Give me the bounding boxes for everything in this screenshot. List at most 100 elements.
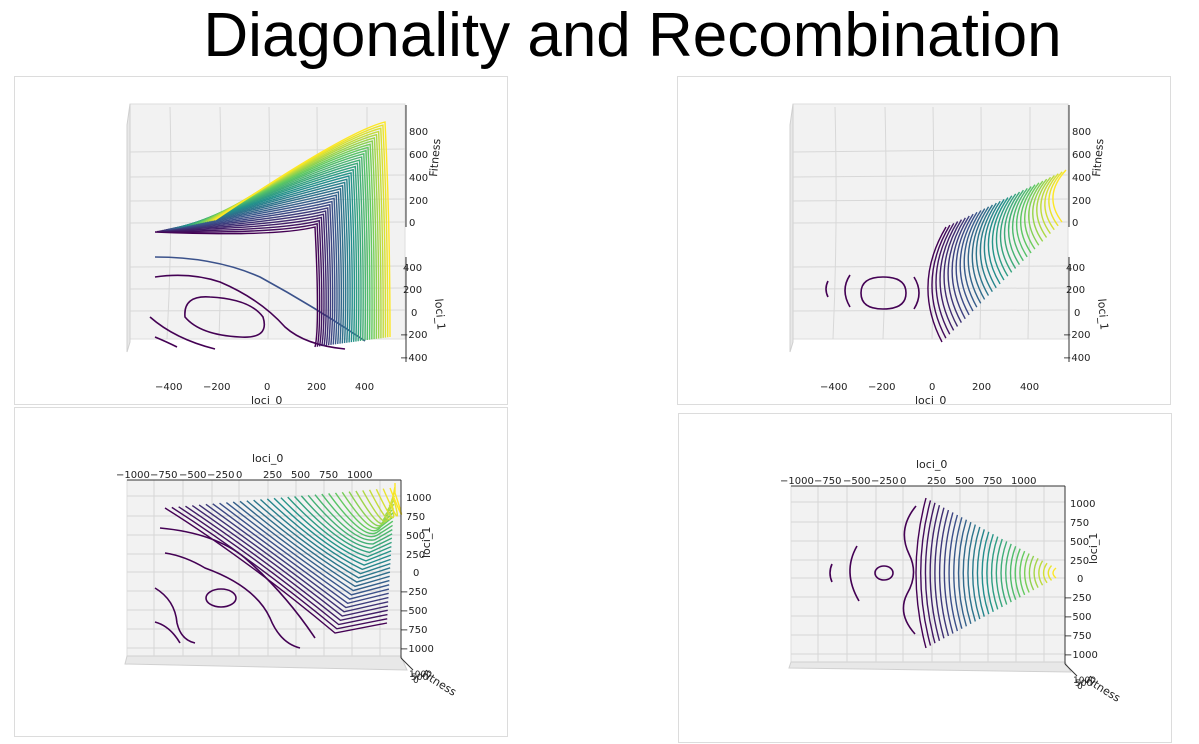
contour-line	[183, 175, 353, 343]
contour-line	[931, 224, 951, 339]
y-tick: 400	[1066, 263, 1085, 274]
contour-line	[991, 197, 1009, 281]
slide-title: Diagonality and Recombination	[203, 1, 1062, 70]
contour-line	[225, 501, 390, 596]
contour-line	[1003, 191, 1021, 269]
contour-line	[1042, 562, 1048, 584]
contour-line	[934, 507, 945, 639]
contour-line	[149, 316, 216, 350]
gridline	[792, 174, 1069, 178]
contour-line	[943, 219, 963, 327]
contour-line	[196, 152, 369, 341]
x-tick: −200	[868, 382, 895, 393]
contour-line	[927, 226, 947, 343]
contour-line	[212, 503, 389, 605]
contour-line	[158, 219, 323, 347]
contour-line	[1052, 169, 1067, 223]
contour-line	[955, 213, 974, 316]
contour-line	[174, 191, 343, 344]
back-pane	[789, 103, 1069, 353]
contour-line	[178, 506, 388, 626]
contour-peak	[860, 276, 907, 310]
y-tick: −250	[400, 587, 427, 598]
contour-line	[348, 491, 395, 527]
z-axis-label: Fitness	[419, 668, 458, 699]
contour-line	[1024, 182, 1040, 250]
contour-line	[164, 210, 329, 346]
contour-line	[246, 500, 391, 583]
x-axis-label: loci_0	[915, 394, 946, 404]
contour-line	[943, 512, 954, 634]
contour-line	[294, 496, 392, 554]
x-axis-label: loci_0	[251, 394, 282, 404]
contour-line	[981, 531, 990, 615]
contour-line	[203, 140, 378, 339]
y-tick: 0	[413, 568, 419, 579]
z-axis-label: Fitness	[1090, 138, 1106, 177]
z-tick: 400	[409, 173, 428, 184]
z-axis-label: Fitness	[427, 138, 443, 177]
contour-line	[266, 498, 391, 571]
x-tick: 1000	[347, 470, 372, 481]
z-tick-overlap: 0	[413, 676, 419, 686]
y-tick: −1000	[400, 644, 434, 655]
contour-line	[154, 256, 366, 342]
x-tick: 750	[319, 470, 338, 481]
contour-line	[990, 536, 999, 610]
contour-line	[169, 200, 336, 345]
contour-line	[829, 563, 833, 583]
plot-diagonal-top: loci_0 −1000 −750 −500 −250 0 250 500 75…	[14, 407, 508, 737]
contour-line	[962, 521, 972, 625]
contour-line	[1005, 543, 1012, 603]
z-tick: 200	[1072, 196, 1091, 207]
contour-line	[915, 497, 927, 649]
contour-line	[192, 159, 364, 341]
x-tick: 0	[264, 382, 270, 393]
contour-line	[189, 165, 360, 342]
gridline	[792, 287, 1069, 290]
contour-line	[154, 621, 181, 644]
axis-x: −400 −200 0 200 400 loci_0	[155, 382, 374, 404]
z-tick-overlap: 500	[411, 673, 428, 683]
y-tick: 250	[406, 550, 425, 561]
contour-line	[205, 137, 380, 339]
plot-diagonal-front: 800 600 400 200 0 Fitness 400 200 0 −200…	[14, 76, 508, 405]
contour-line	[239, 500, 390, 588]
contour-line	[971, 526, 981, 620]
y-tick: 200	[1066, 285, 1085, 296]
contour-fan	[164, 483, 403, 634]
z-tick: 600	[1072, 150, 1091, 161]
y-tick: 0	[1074, 308, 1080, 319]
contour-line	[182, 178, 351, 343]
z-tick-overlap: 1000	[1073, 676, 1096, 686]
y-tick: 250	[1070, 556, 1089, 567]
y-tick: 400	[403, 263, 422, 274]
x-tick: 750	[983, 476, 1002, 487]
contour-line	[154, 274, 346, 350]
axis-z: 800 600 400 200 0 Fitness 400 200 0 −200…	[1063, 105, 1111, 364]
contour-line	[1000, 541, 1008, 605]
x-tick: −750	[814, 476, 841, 487]
y-tick: −400	[400, 353, 427, 364]
contour-line	[967, 208, 986, 304]
contour-line	[971, 206, 990, 300]
pane-side	[126, 103, 131, 353]
gridline	[129, 174, 406, 178]
contour-line	[935, 222, 955, 335]
axis-y: 1000 750 500 250 0 −250 −500 −750 −1000 …	[400, 480, 434, 658]
z-tick-overlap: 1000	[409, 670, 432, 680]
contour-line	[180, 181, 349, 343]
contour-line	[924, 502, 936, 644]
contour-line	[191, 504, 389, 617]
contour-line	[938, 509, 950, 637]
y-tick: −750	[400, 625, 427, 636]
contour-line	[951, 215, 970, 320]
contour-line	[185, 505, 388, 622]
plot-recombined-front: 800 600 400 200 0 Fitness 400 200 0 −200…	[677, 76, 1171, 405]
z-tick: 400	[1072, 173, 1091, 184]
pane-floor	[788, 661, 1072, 673]
contour-line	[253, 499, 391, 579]
contour-line	[321, 493, 393, 538]
contour-line	[902, 505, 917, 635]
contour-line	[959, 211, 978, 312]
